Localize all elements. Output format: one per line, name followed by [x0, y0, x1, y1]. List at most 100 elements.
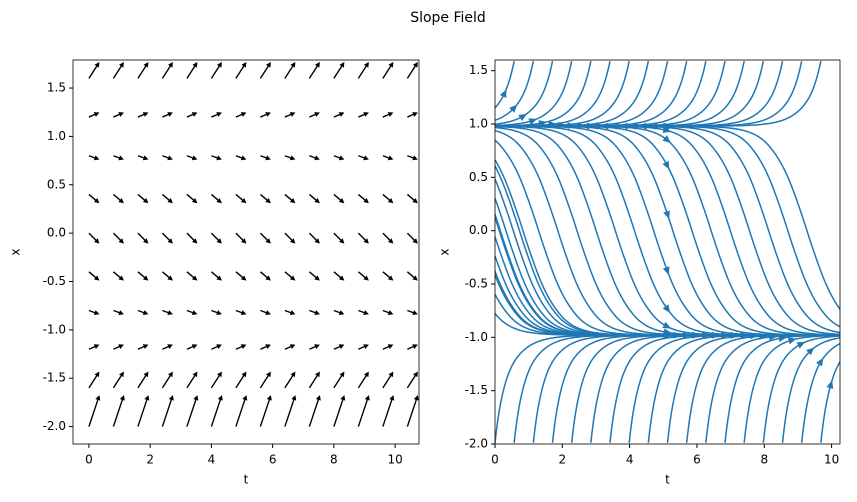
arrow: [382, 232, 394, 244]
y-tick-label: 1.0: [47, 129, 66, 143]
arrow: [186, 193, 198, 204]
x-axis-label: t: [665, 473, 670, 487]
arrow: [235, 232, 247, 244]
stream-arrow: [662, 160, 670, 170]
streamline: [495, 60, 726, 127]
x-axis-label: t: [244, 473, 249, 487]
arrow: [235, 309, 247, 316]
arrow: [333, 155, 345, 161]
stream-arrow: [662, 321, 672, 329]
arrow: [309, 112, 320, 118]
arrow: [161, 232, 173, 244]
stream-arrow: [664, 331, 672, 339]
x-tick-label: 2: [558, 453, 566, 467]
arrow: [259, 232, 271, 244]
stream-arrow: [826, 380, 834, 389]
arrow: [210, 62, 222, 79]
arrow: [112, 193, 124, 204]
arrow: [333, 193, 345, 204]
arrow: [112, 62, 124, 79]
stream-arrow: [816, 357, 824, 367]
arrow: [309, 155, 320, 161]
stream-arrow: [509, 104, 518, 113]
arrow: [186, 344, 198, 350]
arrow: [113, 344, 124, 350]
x-tick-label: 2: [146, 453, 154, 467]
arrow: [357, 271, 369, 281]
arrow: [407, 309, 418, 316]
x-tick-label: 10: [387, 453, 402, 467]
arrow: [235, 344, 247, 350]
plot-area: [495, 60, 840, 443]
arrow: [358, 112, 369, 118]
arrow: [259, 62, 271, 79]
arrow: [88, 395, 101, 427]
arrow: [162, 309, 173, 316]
arrow: [235, 371, 247, 389]
figure-title: Slope Field: [410, 10, 486, 26]
arrow: [284, 112, 296, 118]
arrow: [137, 271, 149, 281]
arrow: [333, 344, 345, 350]
arrow: [112, 271, 124, 281]
arrow: [211, 344, 222, 350]
arrow: [112, 371, 124, 389]
arrow: [407, 155, 418, 161]
arrow: [186, 395, 199, 427]
x-tick-label: 6: [693, 453, 701, 467]
y-tick-label: 0.5: [47, 177, 66, 191]
arrow: [137, 309, 149, 316]
arrow: [235, 271, 247, 281]
streamline: [800, 342, 840, 443]
arrow: [137, 371, 149, 389]
arrow: [259, 371, 271, 389]
arrow: [406, 271, 418, 281]
x-tick-label: 8: [330, 453, 338, 467]
arrow: [211, 112, 222, 118]
arrow: [357, 232, 369, 244]
arrow: [284, 309, 296, 316]
y-tick-label: 1.5: [47, 81, 66, 95]
arrow: [260, 112, 271, 118]
arrow: [235, 193, 247, 204]
arrow: [112, 395, 125, 427]
stream-arrow: [499, 89, 507, 98]
arrow: [235, 155, 247, 161]
streamline: [495, 125, 840, 334]
arrow: [137, 155, 149, 161]
arrow: [161, 395, 174, 427]
arrow: [308, 271, 320, 281]
arrow: [235, 112, 247, 118]
y-tick-label: -1.0: [465, 330, 488, 344]
arrow: [161, 371, 173, 389]
arrow: [137, 232, 149, 244]
arrow: [186, 309, 198, 316]
arrow: [88, 232, 100, 244]
x-tick-label: 6: [269, 453, 277, 467]
arrow: [382, 371, 394, 389]
arrow: [235, 62, 247, 79]
streamline: [495, 125, 840, 336]
y-tick-label: -2.0: [43, 419, 66, 433]
y-axis-label: x: [438, 248, 452, 255]
arrow: [113, 112, 124, 118]
x-tick-label: 0: [491, 453, 499, 467]
y-axis-label: x: [9, 248, 23, 255]
y-tick-label: 1.5: [469, 63, 488, 77]
stream-arrow: [806, 347, 815, 356]
arrow: [284, 193, 296, 204]
arrow: [161, 193, 173, 204]
arrow: [113, 155, 124, 161]
streamline: [495, 125, 840, 311]
streamline: [551, 334, 840, 443]
x-tick-label: 4: [208, 453, 216, 467]
arrow: [357, 62, 369, 79]
arrow: [186, 155, 198, 161]
arrow: [308, 395, 321, 427]
arrow: [186, 371, 198, 389]
arrow: [382, 193, 394, 204]
arrow: [358, 344, 369, 350]
stream-arrow: [528, 118, 538, 125]
y-tick-label: 0.0: [47, 226, 66, 240]
